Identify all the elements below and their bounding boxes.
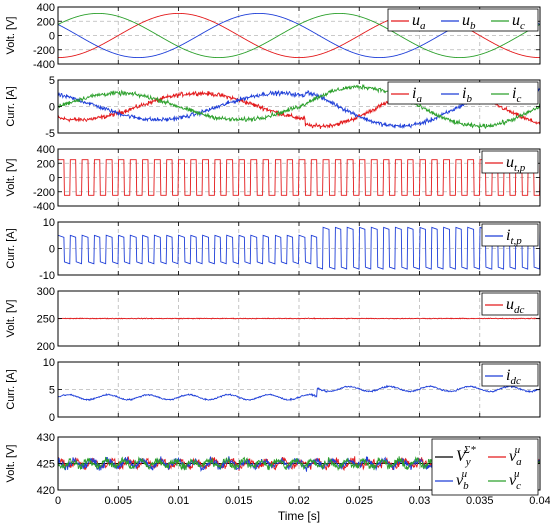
y-axis-label: Curr. [A] <box>5 369 17 409</box>
legend-label: ib <box>462 85 472 105</box>
x-axis-label: Time [s] <box>278 509 320 523</box>
series-line-u-tp <box>58 159 540 196</box>
legend: ia ib ic <box>387 81 539 105</box>
y-tick-label: 5 <box>49 75 55 87</box>
panel-2: -5 0 5 Curr. [A] ia ib ic <box>5 75 541 140</box>
y-tick-label: -5 <box>45 128 55 140</box>
legend-box <box>387 8 539 32</box>
y-axis-label: Volt. [V] <box>5 300 17 338</box>
legend-box <box>481 150 539 174</box>
y-tick-label: 0 <box>49 412 55 424</box>
y-axis-label: Volt. [V] <box>5 17 17 55</box>
legend-label: vcu <box>509 468 521 492</box>
series-line-u-dc <box>58 317 540 320</box>
x-tick-label: 0.005 <box>104 495 132 507</box>
panel-7: 420 425 430 0 0.005 0.01 0.015 0.02 0.025 0.03 0.0… <box>5 432 550 523</box>
y-tick-label: 200 <box>37 158 55 170</box>
panel-5: 200 250 300 Volt. [V] udc <box>5 286 541 353</box>
y-tick-label: -200 <box>33 45 55 57</box>
legend-box <box>481 292 539 316</box>
legend: it,p <box>481 223 539 247</box>
y-tick-label: -10 <box>39 270 55 282</box>
y-tick-label: 10 <box>43 217 55 229</box>
panel-3: -400 -200 0 200 400 Volt. [V] ut,p <box>5 144 541 213</box>
panel-4: -10 0 10 Curr. [A] it,p <box>5 217 541 282</box>
legend: idc <box>481 363 539 387</box>
y-tick-label: 400 <box>37 144 55 156</box>
y-tick-label: -400 <box>33 201 55 213</box>
panel-6: 0 5 10 Curr. [A] idc <box>5 357 541 424</box>
y-tick-label: 5 <box>49 385 55 397</box>
legend-label: ia <box>412 85 422 105</box>
y-axis-label: Curr. [A] <box>5 228 17 268</box>
y-tick-label: 10 <box>43 357 55 369</box>
legend-box <box>387 81 539 105</box>
x-tick-label: 0.035 <box>466 495 494 507</box>
y-tick-label: 0 <box>49 244 55 256</box>
series-line-i-b <box>58 83 540 130</box>
y-tick-label: -200 <box>33 187 55 199</box>
legend: udc <box>481 292 539 316</box>
y-tick-label: 200 <box>37 16 55 28</box>
y-tick-label: 250 <box>37 314 55 326</box>
y-axis-label: Volt. [V] <box>5 159 17 197</box>
y-tick-label: 430 <box>37 432 55 444</box>
y-tick-label: 200 <box>37 341 55 353</box>
legend-box <box>481 363 539 387</box>
x-tick-label: 0.025 <box>345 495 373 507</box>
x-tick-label: 0 <box>55 495 61 507</box>
y-tick-label: 0 <box>49 173 55 185</box>
y-axis-label: Curr. [A] <box>5 86 17 126</box>
y-tick-label: 425 <box>37 459 55 471</box>
series-line-i-dc <box>58 384 540 402</box>
x-tick-label: 0.01 <box>168 495 189 507</box>
y-tick-label: 420 <box>37 485 55 497</box>
legend-label: vau <box>509 444 522 468</box>
y-tick-label: 300 <box>37 286 55 298</box>
y-tick-label: -400 <box>33 59 55 71</box>
x-tick-label: 0.03 <box>409 495 430 507</box>
x-tick-label: 0.015 <box>225 495 253 507</box>
legend-box <box>481 223 539 247</box>
legend-label: vbu <box>456 468 469 492</box>
panel-1: -400 -200 0 200 400 Volt. [V] ua ub uc <box>5 2 541 71</box>
legend: ua ub uc <box>387 8 539 32</box>
legend-label: ic <box>512 85 521 105</box>
legend-box <box>431 438 539 496</box>
y-tick-label: 400 <box>37 2 55 14</box>
series-line-i-tp <box>58 226 540 270</box>
x-tick-label: 0.02 <box>288 495 309 507</box>
x-tick-label: 0.04 <box>529 495 550 507</box>
series-line-i-c <box>58 83 540 130</box>
y-tick-label: 0 <box>49 102 55 114</box>
y-tick-label: 0 <box>49 31 55 43</box>
legend: ut,p <box>481 150 539 174</box>
series-line-u-c <box>58 12 540 59</box>
y-axis-label: Volt. [V] <box>5 445 17 483</box>
